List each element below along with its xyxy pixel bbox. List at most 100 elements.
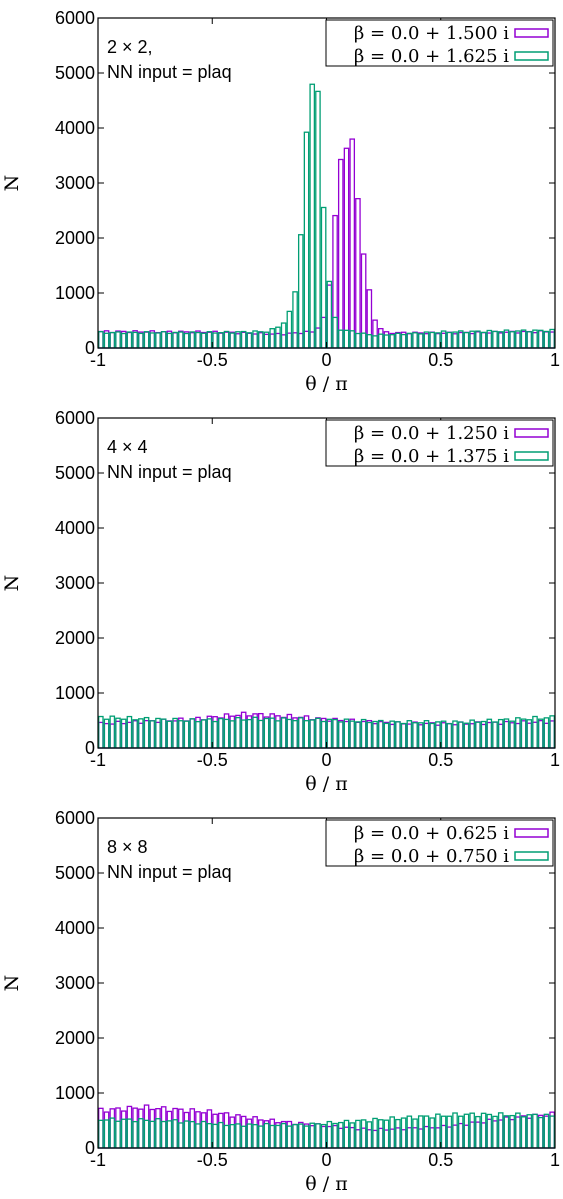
histogram-bar — [452, 331, 458, 349]
histogram-bar — [366, 721, 373, 749]
y-tick-label: 2000 — [55, 628, 95, 648]
histogram-bar — [120, 1118, 127, 1149]
histogram-bar — [120, 332, 127, 349]
histogram-bar — [509, 1114, 515, 1149]
histogram-bar — [446, 331, 453, 349]
panel-annotation: 8 × 8 — [107, 837, 148, 857]
histogram-bar — [343, 1119, 350, 1149]
histogram-bar — [309, 83, 316, 349]
histogram-bar — [480, 720, 487, 749]
histogram-bar — [189, 1120, 196, 1149]
legend: β = 0.0 + 0.625 iβ = 0.0 + 0.750 i — [325, 819, 554, 867]
histogram-bar — [223, 718, 230, 749]
histogram-bar — [315, 90, 321, 349]
histogram-bar — [532, 1113, 538, 1149]
legend-swatch — [514, 51, 549, 61]
histogram-bar — [132, 331, 138, 349]
histogram-bar — [246, 1123, 253, 1149]
histogram-bar — [166, 720, 173, 749]
histogram-bar — [395, 1118, 401, 1149]
histogram-bar — [526, 719, 533, 749]
histogram-bar — [429, 1117, 435, 1149]
legend-swatch — [514, 851, 549, 861]
x-tick-label: 1 — [550, 350, 560, 370]
panel-annotation: NN input = plaq — [107, 62, 232, 82]
histogram-bar — [503, 718, 510, 749]
histogram-bar — [412, 722, 418, 749]
histogram-bar — [526, 1114, 533, 1149]
histogram-bar — [435, 332, 441, 349]
histogram-bar — [315, 1123, 321, 1149]
x-tick-label: -0.5 — [197, 1150, 228, 1170]
histogram-bar — [303, 1125, 310, 1149]
histogram-bar — [229, 332, 236, 349]
panel-annotation: NN input = plaq — [107, 862, 232, 882]
histogram-bar — [326, 280, 333, 349]
histogram-bar — [246, 718, 253, 749]
x-tick-label: -1 — [90, 750, 106, 770]
histogram-bar — [372, 720, 378, 749]
histogram-bar — [218, 717, 224, 749]
histogram-bar — [115, 717, 121, 749]
histogram-bar — [320, 1123, 327, 1149]
histogram-bar — [337, 329, 344, 349]
histogram-bar — [475, 1115, 481, 1149]
histogram-bar — [98, 1119, 104, 1149]
legend-label: β = 0.0 + 1.375 i — [354, 446, 509, 467]
legend-swatch — [514, 828, 549, 838]
histogram-bar — [280, 322, 287, 349]
histogram-bar — [263, 717, 270, 749]
histogram-bar — [143, 716, 150, 749]
histogram-bar — [389, 334, 396, 349]
histogram-bar — [126, 715, 133, 749]
x-tick-label: -0.5 — [197, 750, 228, 770]
histogram-bar — [429, 331, 435, 349]
legend-label: β = 0.0 + 1.500 i — [354, 23, 509, 44]
histogram-bar — [320, 720, 327, 749]
histogram-bar — [349, 138, 356, 349]
histogram-bar — [520, 1116, 527, 1149]
histogram-bar — [406, 1115, 413, 1149]
histogram-bar — [532, 715, 538, 749]
histogram-bar — [178, 331, 184, 349]
histogram-bar — [235, 1123, 241, 1149]
histogram-bar — [349, 1122, 356, 1149]
histogram-bar — [475, 721, 481, 749]
series-2-bars — [98, 83, 555, 349]
x-tick-label: -1 — [90, 1150, 106, 1170]
histogram-bar — [200, 1120, 207, 1149]
histogram-bar — [377, 333, 384, 349]
histogram-bar — [452, 1112, 458, 1149]
y-tick-label: 6000 — [55, 8, 95, 28]
histogram-bar — [263, 1122, 270, 1149]
histogram-bar — [395, 721, 401, 749]
histogram-bar — [286, 310, 293, 349]
histogram-bar — [343, 147, 350, 349]
histogram-bar — [149, 1120, 156, 1149]
histogram-bar — [400, 722, 407, 749]
histogram-bar — [457, 721, 464, 749]
histogram-bar — [126, 331, 133, 349]
histogram-bar — [178, 1122, 184, 1149]
histogram-bar — [98, 331, 104, 349]
histogram-bar — [149, 332, 156, 349]
histogram-bar — [292, 291, 298, 349]
x-tick-label: 0 — [321, 750, 331, 770]
histogram-bar — [492, 330, 498, 349]
histogram-bar — [429, 722, 435, 749]
histogram-bar — [366, 1121, 373, 1149]
panel-annotation: 2 × 2, — [107, 37, 153, 57]
histogram-bar — [355, 1119, 361, 1149]
histogram-bar — [303, 131, 310, 349]
histogram-bar — [206, 718, 213, 749]
legend-label: β = 0.0 + 1.250 i — [354, 423, 509, 444]
y-tick-label: 5000 — [55, 863, 95, 883]
histogram-bar — [463, 1113, 470, 1149]
histogram-bar — [537, 718, 544, 749]
y-tick-label: 4000 — [55, 518, 95, 538]
histogram-bar — [257, 719, 264, 749]
histogram-bar — [423, 1115, 430, 1149]
histogram-bar — [509, 331, 515, 349]
histogram-bar — [377, 719, 384, 749]
